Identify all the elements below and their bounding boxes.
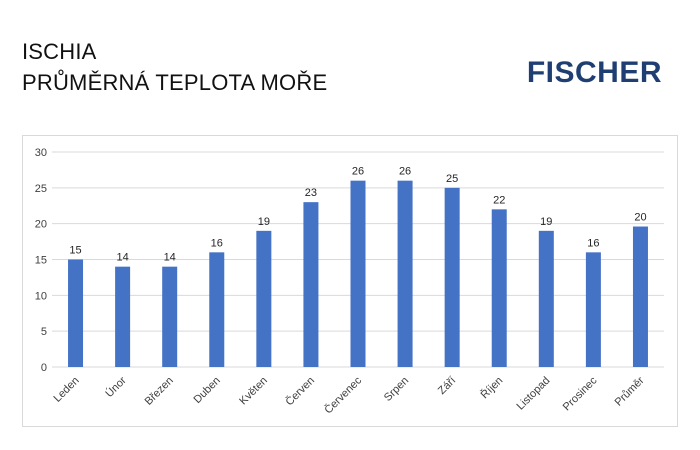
bar xyxy=(162,266,178,367)
title-line-2: PRŮMĚRNÁ TEPLOTA MOŘE xyxy=(22,70,328,95)
category-label: Duben xyxy=(191,375,222,406)
category-label: Květen xyxy=(237,375,270,408)
data-label: 22 xyxy=(493,194,505,206)
y-tick-label: 25 xyxy=(35,183,47,195)
chart-frame xyxy=(22,135,678,427)
category-label: Leden xyxy=(52,375,82,405)
bar xyxy=(115,266,131,367)
y-tick-label: 30 xyxy=(35,147,47,159)
bar xyxy=(68,259,84,367)
bar xyxy=(397,180,413,367)
title-line-1: ISCHIA xyxy=(22,39,97,64)
category-label: Únor xyxy=(103,374,129,400)
category-label: Říjen xyxy=(478,374,505,401)
y-tick-label: 0 xyxy=(41,362,47,374)
data-label: 19 xyxy=(540,216,552,228)
bar xyxy=(585,252,601,367)
data-label: 16 xyxy=(587,237,599,249)
data-label: 15 xyxy=(69,245,81,257)
y-tick-label: 10 xyxy=(35,290,47,302)
category-label: Září xyxy=(436,375,458,397)
data-label: 25 xyxy=(446,173,458,185)
category-label: Srpen xyxy=(382,375,411,404)
category-label: Prosinec xyxy=(561,374,600,413)
data-label: 23 xyxy=(305,187,317,199)
y-tick-label: 20 xyxy=(35,219,47,231)
page-title: ISCHIA PRŮMĚRNÁ TEPLOTA MOŘE xyxy=(22,36,327,98)
bar xyxy=(256,230,272,367)
data-label: 14 xyxy=(116,252,128,264)
bar xyxy=(209,252,225,367)
data-label: 14 xyxy=(164,252,176,264)
bar xyxy=(491,209,507,367)
data-label: 26 xyxy=(399,166,411,178)
bar xyxy=(538,230,554,367)
data-label: 19 xyxy=(258,216,270,228)
category-label: Červenec xyxy=(322,374,365,417)
fischer-logo: FISCHER xyxy=(526,56,662,89)
bar xyxy=(444,187,460,367)
category-label: Březen xyxy=(143,375,176,408)
y-tick-label: 5 xyxy=(41,326,47,338)
category-label: Listopad xyxy=(515,375,553,413)
data-label: 16 xyxy=(211,237,223,249)
bar xyxy=(350,180,366,367)
bar xyxy=(632,226,648,367)
data-label: 26 xyxy=(352,166,364,178)
category-label: Průměr xyxy=(613,374,647,408)
data-label: 20 xyxy=(634,212,646,224)
category-label: Červen xyxy=(283,374,317,408)
bar xyxy=(303,202,319,367)
y-tick-label: 15 xyxy=(35,255,47,267)
